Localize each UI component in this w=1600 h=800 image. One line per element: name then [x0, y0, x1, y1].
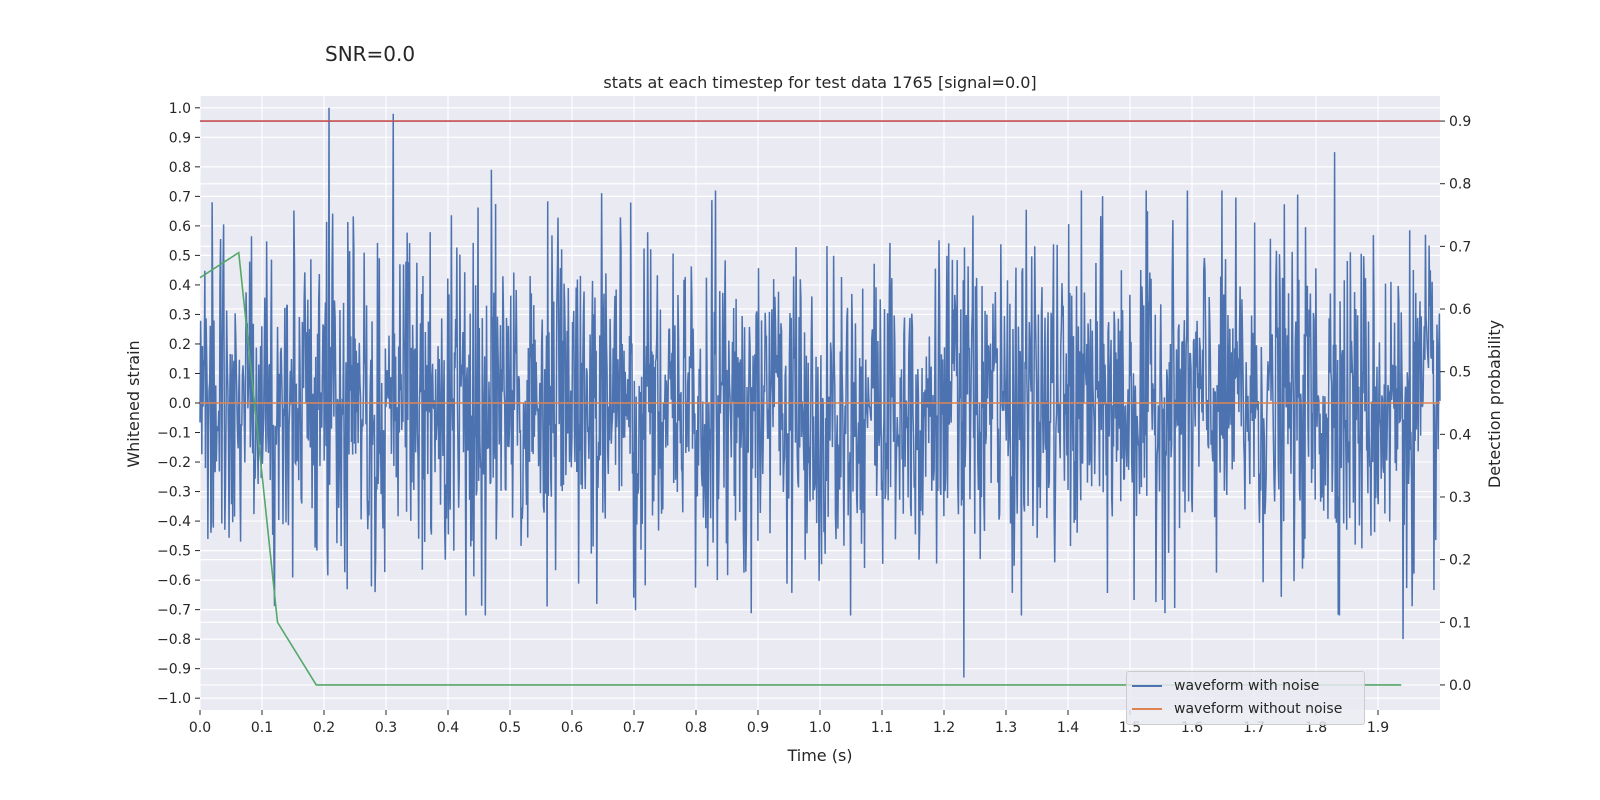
y-tick-label: 0.7: [169, 189, 191, 205]
x-tick-label: 0.5: [499, 720, 521, 736]
y-tick-label: −0.6: [157, 573, 191, 589]
legend-label-without-noise: waveform without noise: [1174, 701, 1343, 717]
x-tick-label: 0.1: [251, 720, 273, 736]
series-waveform-with-noise: [199, 107, 1441, 678]
x-tick-label: 1.9: [1367, 720, 1389, 736]
y-tick-label: 0.3: [169, 307, 191, 323]
y-tick-label: −0.2: [157, 455, 191, 471]
y-tick-label: 0.2: [169, 337, 191, 353]
y-tick-label: 0.4: [169, 278, 191, 294]
y-tick-label: −0.8: [157, 632, 191, 648]
x-tick-label: 0.4: [437, 720, 459, 736]
y-tick-label: 0.1: [169, 366, 191, 382]
x-tick-label: 1.0: [809, 720, 831, 736]
x-tick-label: 1.3: [995, 720, 1017, 736]
y-axis-label: Whitened strain: [124, 340, 143, 467]
y-tick-label: 0.0: [169, 396, 191, 412]
y-tick-label: 0.5: [169, 248, 191, 264]
x-tick-label: 0.6: [561, 720, 583, 736]
y-tick-label: −0.7: [157, 603, 191, 619]
y-tick-label: 0.9: [169, 130, 191, 146]
y2-tick-label: 0.3: [1449, 490, 1471, 506]
detection-probability-line: [199, 251, 1402, 686]
x-tick-label: 0.7: [623, 720, 645, 736]
y-tick-label: −0.5: [157, 544, 191, 560]
y2-tick-label: 0.1: [1449, 615, 1471, 631]
y-tick-label: −1.0: [157, 691, 191, 707]
chart-title: stats at each timestep for test data 176…: [603, 73, 1036, 92]
legend-swatch-with-noise: [1132, 685, 1162, 687]
legend-label-with-noise: waveform with noise: [1174, 678, 1320, 694]
x-tick-label: 0.9: [747, 720, 769, 736]
legend-swatch-without-noise: [1132, 708, 1162, 710]
y2-tick-label: 0.9: [1449, 114, 1471, 130]
y-tick-label: −0.9: [157, 662, 191, 678]
legend-item-without-noise: waveform without noise: [1127, 698, 1342, 720]
x-tick-label: 1.4: [1057, 720, 1079, 736]
plot-area: [199, 107, 1441, 686]
x-tick-label: 1.2: [933, 720, 955, 736]
x-tick-label: 0.2: [313, 720, 335, 736]
y-tick-label: 1.0: [169, 101, 191, 117]
y2-tick-label: 0.6: [1449, 302, 1471, 318]
y-tick-label: 0.8: [169, 160, 191, 176]
axes: 0.0 0.1 0.2 0.3 0.4 0.5 0.6 0.7 0.8 0.9 1.0 1.1 1.2 1…: [157, 101, 1471, 736]
x-tick-label: 0.3: [375, 720, 397, 736]
y2-tick-label: 0.2: [1449, 553, 1471, 569]
x-axis-label: Time (s): [786, 746, 852, 765]
y-tick-label: −0.1: [157, 426, 191, 442]
y2-tick-label: 0.5: [1449, 365, 1471, 381]
x-tick-label: 0.8: [685, 720, 707, 736]
legend: waveform with noise waveform without noi…: [1126, 671, 1365, 725]
y2-tick-label: 0.8: [1449, 177, 1471, 193]
legend-item-with-noise: waveform with noise: [1127, 675, 1319, 697]
y2-axis-label: Detection probability: [1485, 320, 1504, 488]
snr-title: SNR=0.0: [325, 42, 416, 66]
y-tick-label: −0.4: [157, 514, 191, 530]
y2-tick-label: 0.4: [1449, 427, 1471, 443]
y2-tick-label: 0.0: [1449, 678, 1471, 694]
x-tick-label: 1.1: [871, 720, 893, 736]
y-tick-label: 0.6: [169, 219, 191, 235]
x-tick-label: 0.0: [189, 720, 211, 736]
y-tick-label: −0.3: [157, 485, 191, 501]
y2-tick-label: 0.7: [1449, 239, 1471, 255]
